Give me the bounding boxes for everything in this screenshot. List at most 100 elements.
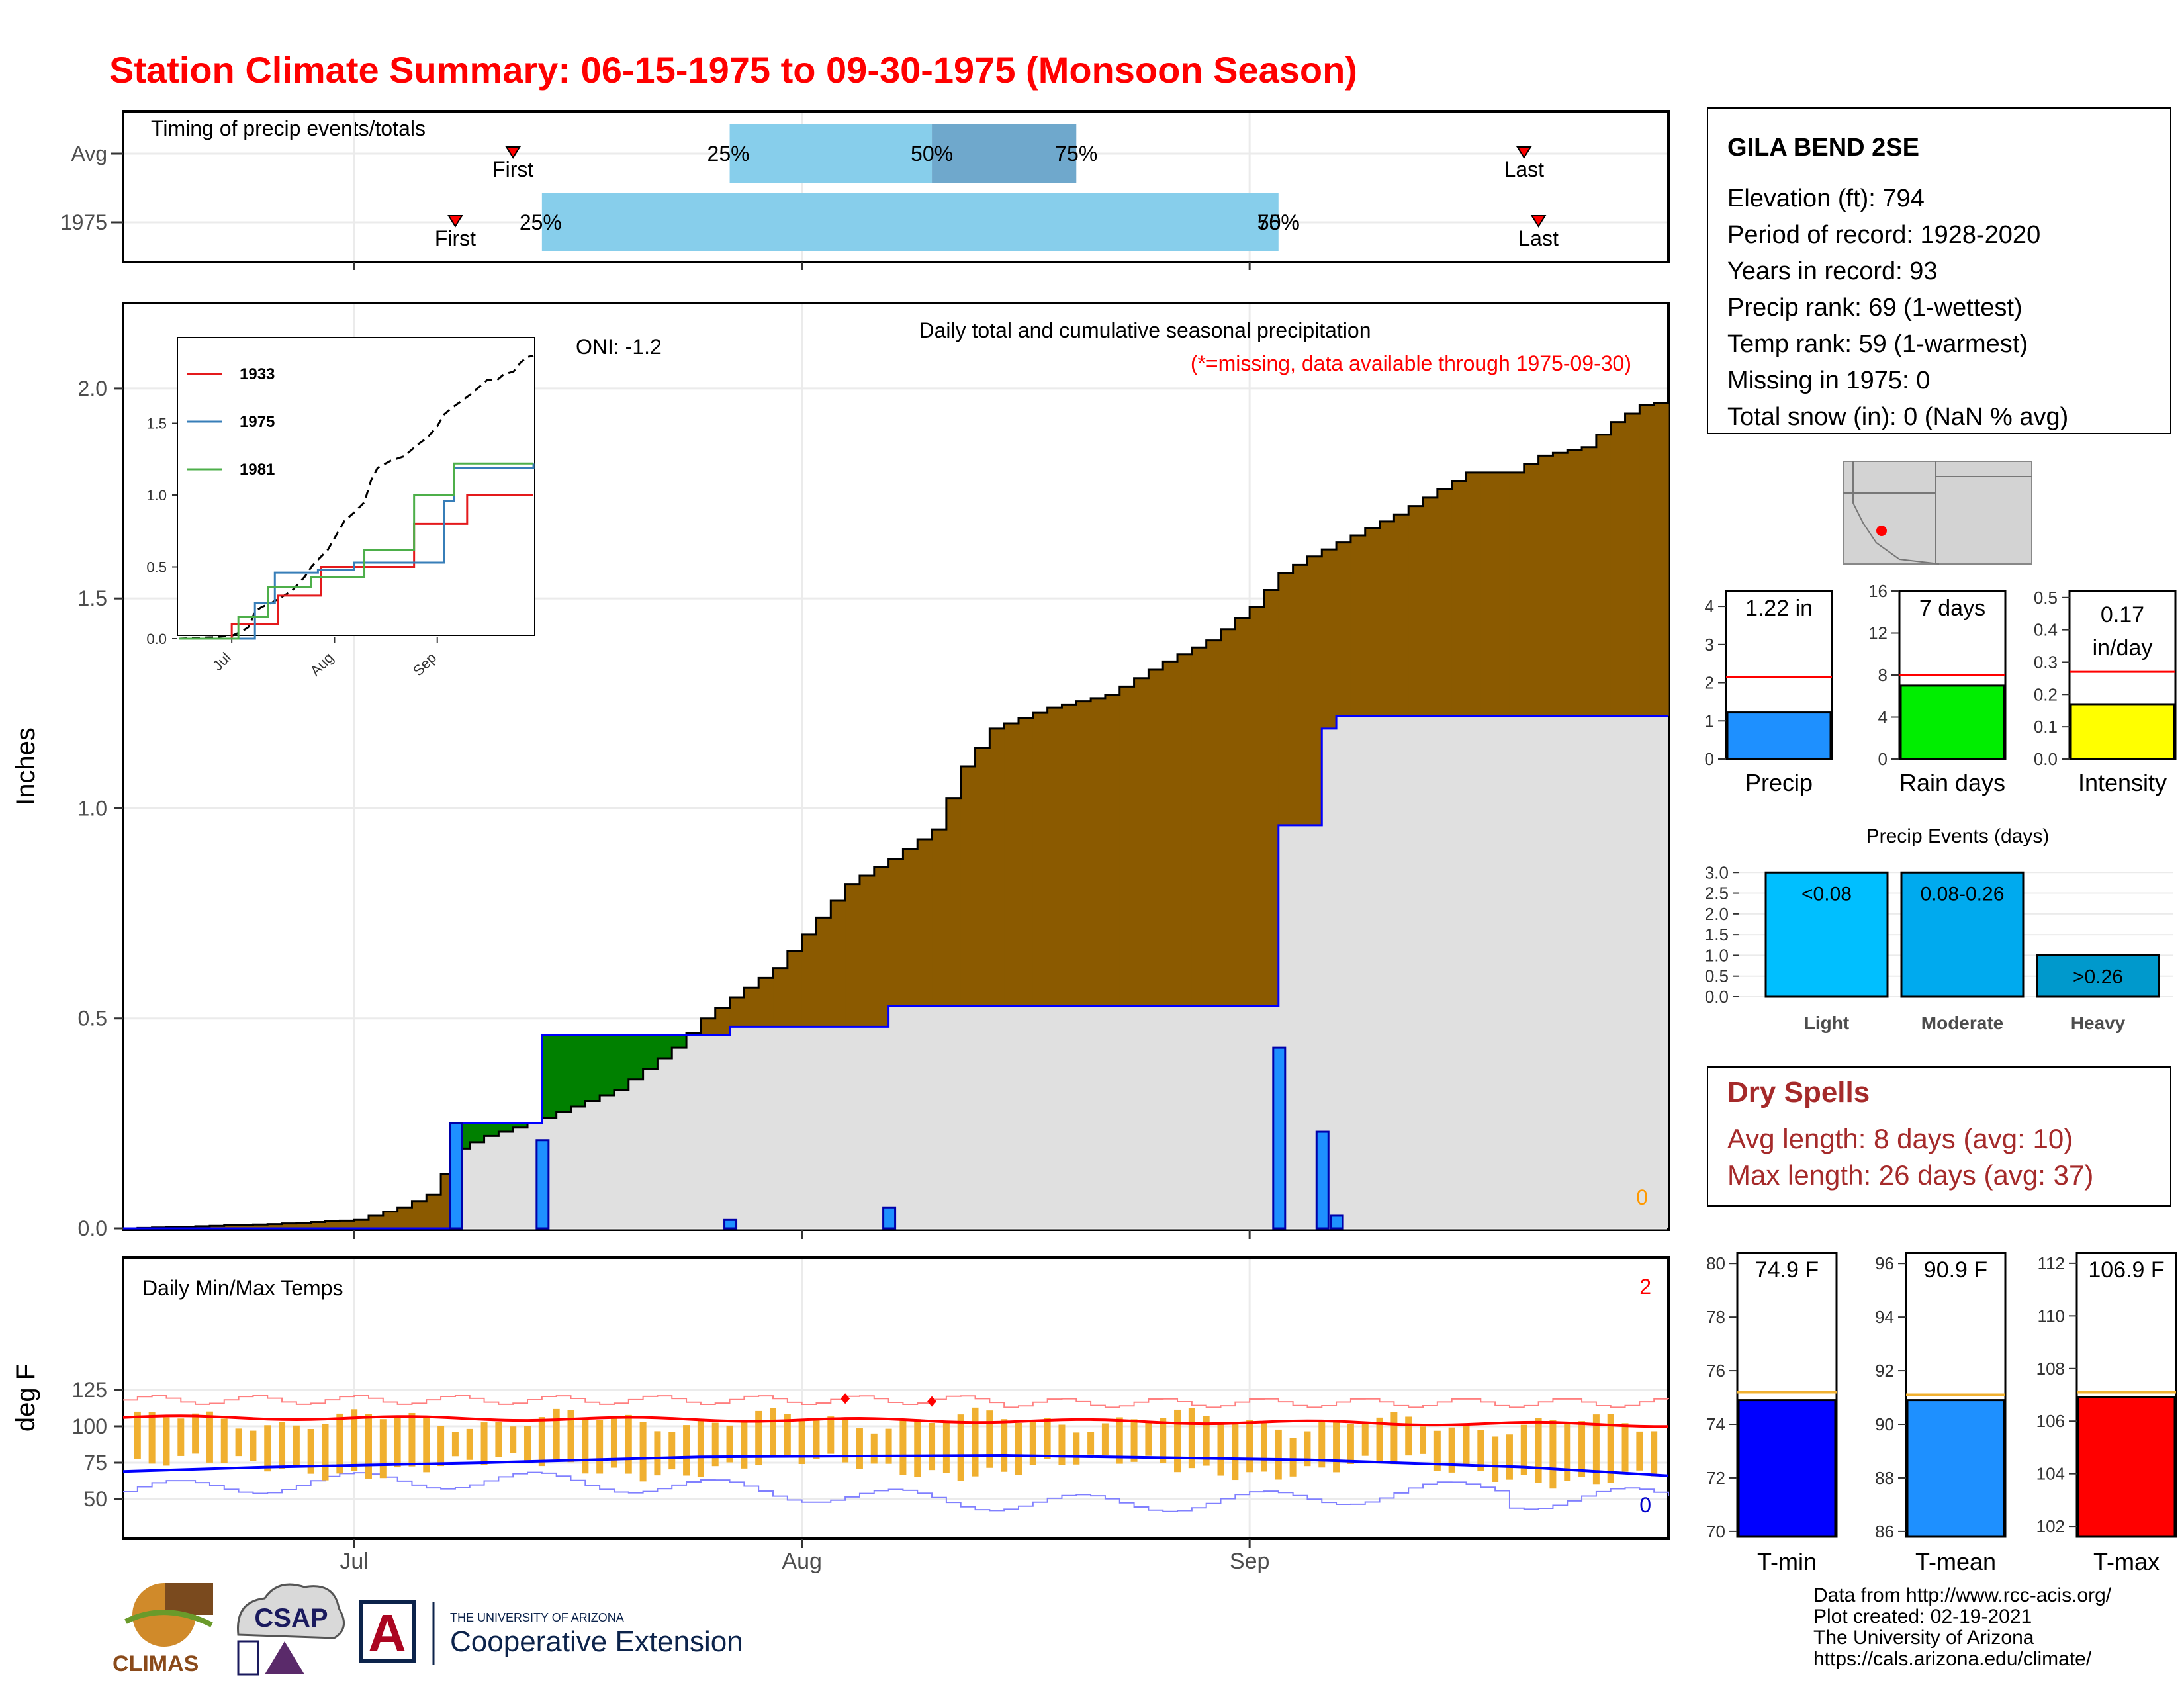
temp-bar-tick-label: 86: [1875, 1522, 1894, 1541]
daily-temp-bar: [654, 1431, 661, 1476]
daily-temp-bar: [870, 1433, 878, 1464]
ua-small-text: THE UNIVERSITY OF ARIZONA: [450, 1611, 624, 1624]
daily-temp-bar: [914, 1419, 921, 1477]
oni-value: ONI: -1.2: [576, 335, 662, 359]
cumulative-difference-fill: [1163, 661, 1178, 1006]
climas-logo-text: CLIMAS: [113, 1651, 199, 1676]
inset-series-line-1981: [179, 462, 533, 640]
cumulative-difference-fill: [1582, 447, 1597, 716]
cumulative-difference-fill: [1408, 506, 1424, 716]
mini-bar-value: [1726, 711, 1832, 760]
cumulative-difference-fill: [397, 1207, 413, 1228]
cumulative-difference-fill: [1191, 647, 1207, 1006]
daily-temp-bar: [379, 1419, 387, 1479]
cumulative-difference-fill: [556, 1035, 572, 1113]
temp-bar-tick-label: 108: [2036, 1359, 2065, 1379]
temp-bar-value-label: 106.9 F: [2088, 1257, 2164, 1283]
temp-bar-tick-label: 112: [2038, 1254, 2065, 1273]
daily-temp-bar: [437, 1426, 445, 1467]
daily-temp-bar: [1347, 1424, 1354, 1464]
temp-bar-tick-label: 96: [1875, 1254, 1894, 1273]
daily-temp-bar: [1390, 1412, 1398, 1465]
footer-credit-line: https://cals.arizona.edu/climate/: [1813, 1648, 2092, 1670]
precip-y-tick-label: 1.0: [78, 796, 107, 820]
cumulative-difference-fill: [1654, 403, 1669, 716]
mini-bar-label: Intensity: [2078, 769, 2167, 796]
temp-y-tick-label: 100: [72, 1414, 107, 1438]
daily-temp-bar: [1232, 1423, 1239, 1481]
daily-temp-bar: [495, 1422, 502, 1457]
precip-y-tick-label: 1.5: [78, 586, 107, 610]
daily-temp-bar: [1463, 1425, 1470, 1467]
temp-count-above: 2: [1639, 1275, 1651, 1299]
cumulative-difference-fill: [209, 1226, 225, 1228]
events-y-tick-label: 0.0: [1705, 987, 1729, 1007]
events-y-tick-label: 2.5: [1705, 884, 1729, 903]
timing-p25-label: 25%: [707, 142, 750, 165]
cumulative-difference-fill: [585, 1035, 600, 1101]
daily-temp-bar: [972, 1407, 979, 1477]
daily-temp-bar: [885, 1428, 892, 1464]
temp-bar-tick-label: 110: [2038, 1306, 2065, 1326]
missing-count: 0: [1636, 1185, 1648, 1209]
cumulative-difference-fill: [354, 1220, 369, 1228]
cumulative-difference-fill: [989, 728, 1005, 1006]
station-info-line: Total snow (in): 0 (NaN % avg): [1727, 403, 2068, 431]
cumulative-difference-fill: [845, 884, 860, 1027]
daily-temp-bar: [755, 1410, 762, 1465]
cumulative-difference-fill: [1293, 565, 1308, 825]
daily-temp-bar: [1376, 1417, 1383, 1461]
temp-y-tick-label: 75: [83, 1451, 107, 1475]
daily-temp-bar: [1433, 1430, 1441, 1471]
inset-y-tick-label: 1.5: [146, 416, 167, 432]
mini-bar-value: [1899, 684, 2005, 760]
ua-a-mark: A: [368, 1604, 406, 1663]
daily-temp-bar: [524, 1426, 531, 1463]
daily-temp-bar: [582, 1417, 589, 1474]
cumulative-difference-fill: [628, 1035, 644, 1079]
cumulative-difference-fill: [1524, 464, 1539, 716]
cumulative-difference-fill: [412, 1201, 427, 1228]
temp-bar-tick-label: 80: [1706, 1254, 1725, 1273]
mini-bar-tick-label: 0.0: [2034, 749, 2058, 769]
ua-shield: [359, 1600, 416, 1663]
daily-temp-bar: [942, 1422, 950, 1473]
mini-bar-tick-label: 3: [1705, 635, 1714, 655]
cumulative-difference-fill: [1018, 718, 1034, 1006]
timing-first-marker: [447, 215, 463, 228]
temp-bar-tick-label: 104: [2036, 1464, 2065, 1484]
daily-temp-bar: [1145, 1422, 1152, 1456]
cumulative-difference-fill: [744, 987, 759, 1027]
climas-logo-block: [165, 1583, 213, 1615]
mini-bar-tick-label: 2: [1705, 673, 1714, 693]
cumulative-difference-fill: [874, 867, 889, 1027]
cumulative-difference-fill: [888, 858, 904, 1006]
cumulative-difference-fill: [1437, 489, 1453, 716]
cumulative-difference-fill: [1625, 413, 1640, 716]
events-y-tick-label: 1.0: [1705, 945, 1729, 965]
mini-bar-value: [2070, 703, 2175, 760]
csap-logo: CSAP: [237, 1583, 345, 1676]
timing-p50-label: 50%: [911, 142, 953, 165]
cumulative-difference-fill: [541, 1035, 557, 1118]
daily-temp-bar: [206, 1411, 213, 1463]
temp-bar-tick-label: 72: [1706, 1468, 1725, 1488]
csap-bars: [237, 1640, 259, 1676]
cumulative-difference-fill: [224, 1225, 240, 1228]
precip-y-axis-label: Inches: [11, 727, 40, 805]
cumulative-difference-fill: [1394, 514, 1409, 716]
cumulative-difference-fill: [310, 1222, 326, 1228]
events-bar-label: Moderate: [1921, 1013, 2003, 1033]
locator-map: [1843, 461, 2032, 565]
timing-last-label: Last: [1504, 158, 1545, 181]
daily-temp-bar: [1592, 1414, 1600, 1485]
cumulative-difference-fill: [325, 1221, 340, 1228]
cumulative-difference-fill: [513, 1123, 528, 1128]
daily-temp-bar: [264, 1425, 271, 1472]
daily-temp-bar: [1001, 1419, 1008, 1472]
cumulative-difference-fill: [426, 1195, 441, 1228]
cumulative-difference-fill: [1235, 617, 1250, 1006]
daily-temp-bar: [1217, 1424, 1224, 1476]
cumulative-difference-fill: [672, 1035, 687, 1048]
